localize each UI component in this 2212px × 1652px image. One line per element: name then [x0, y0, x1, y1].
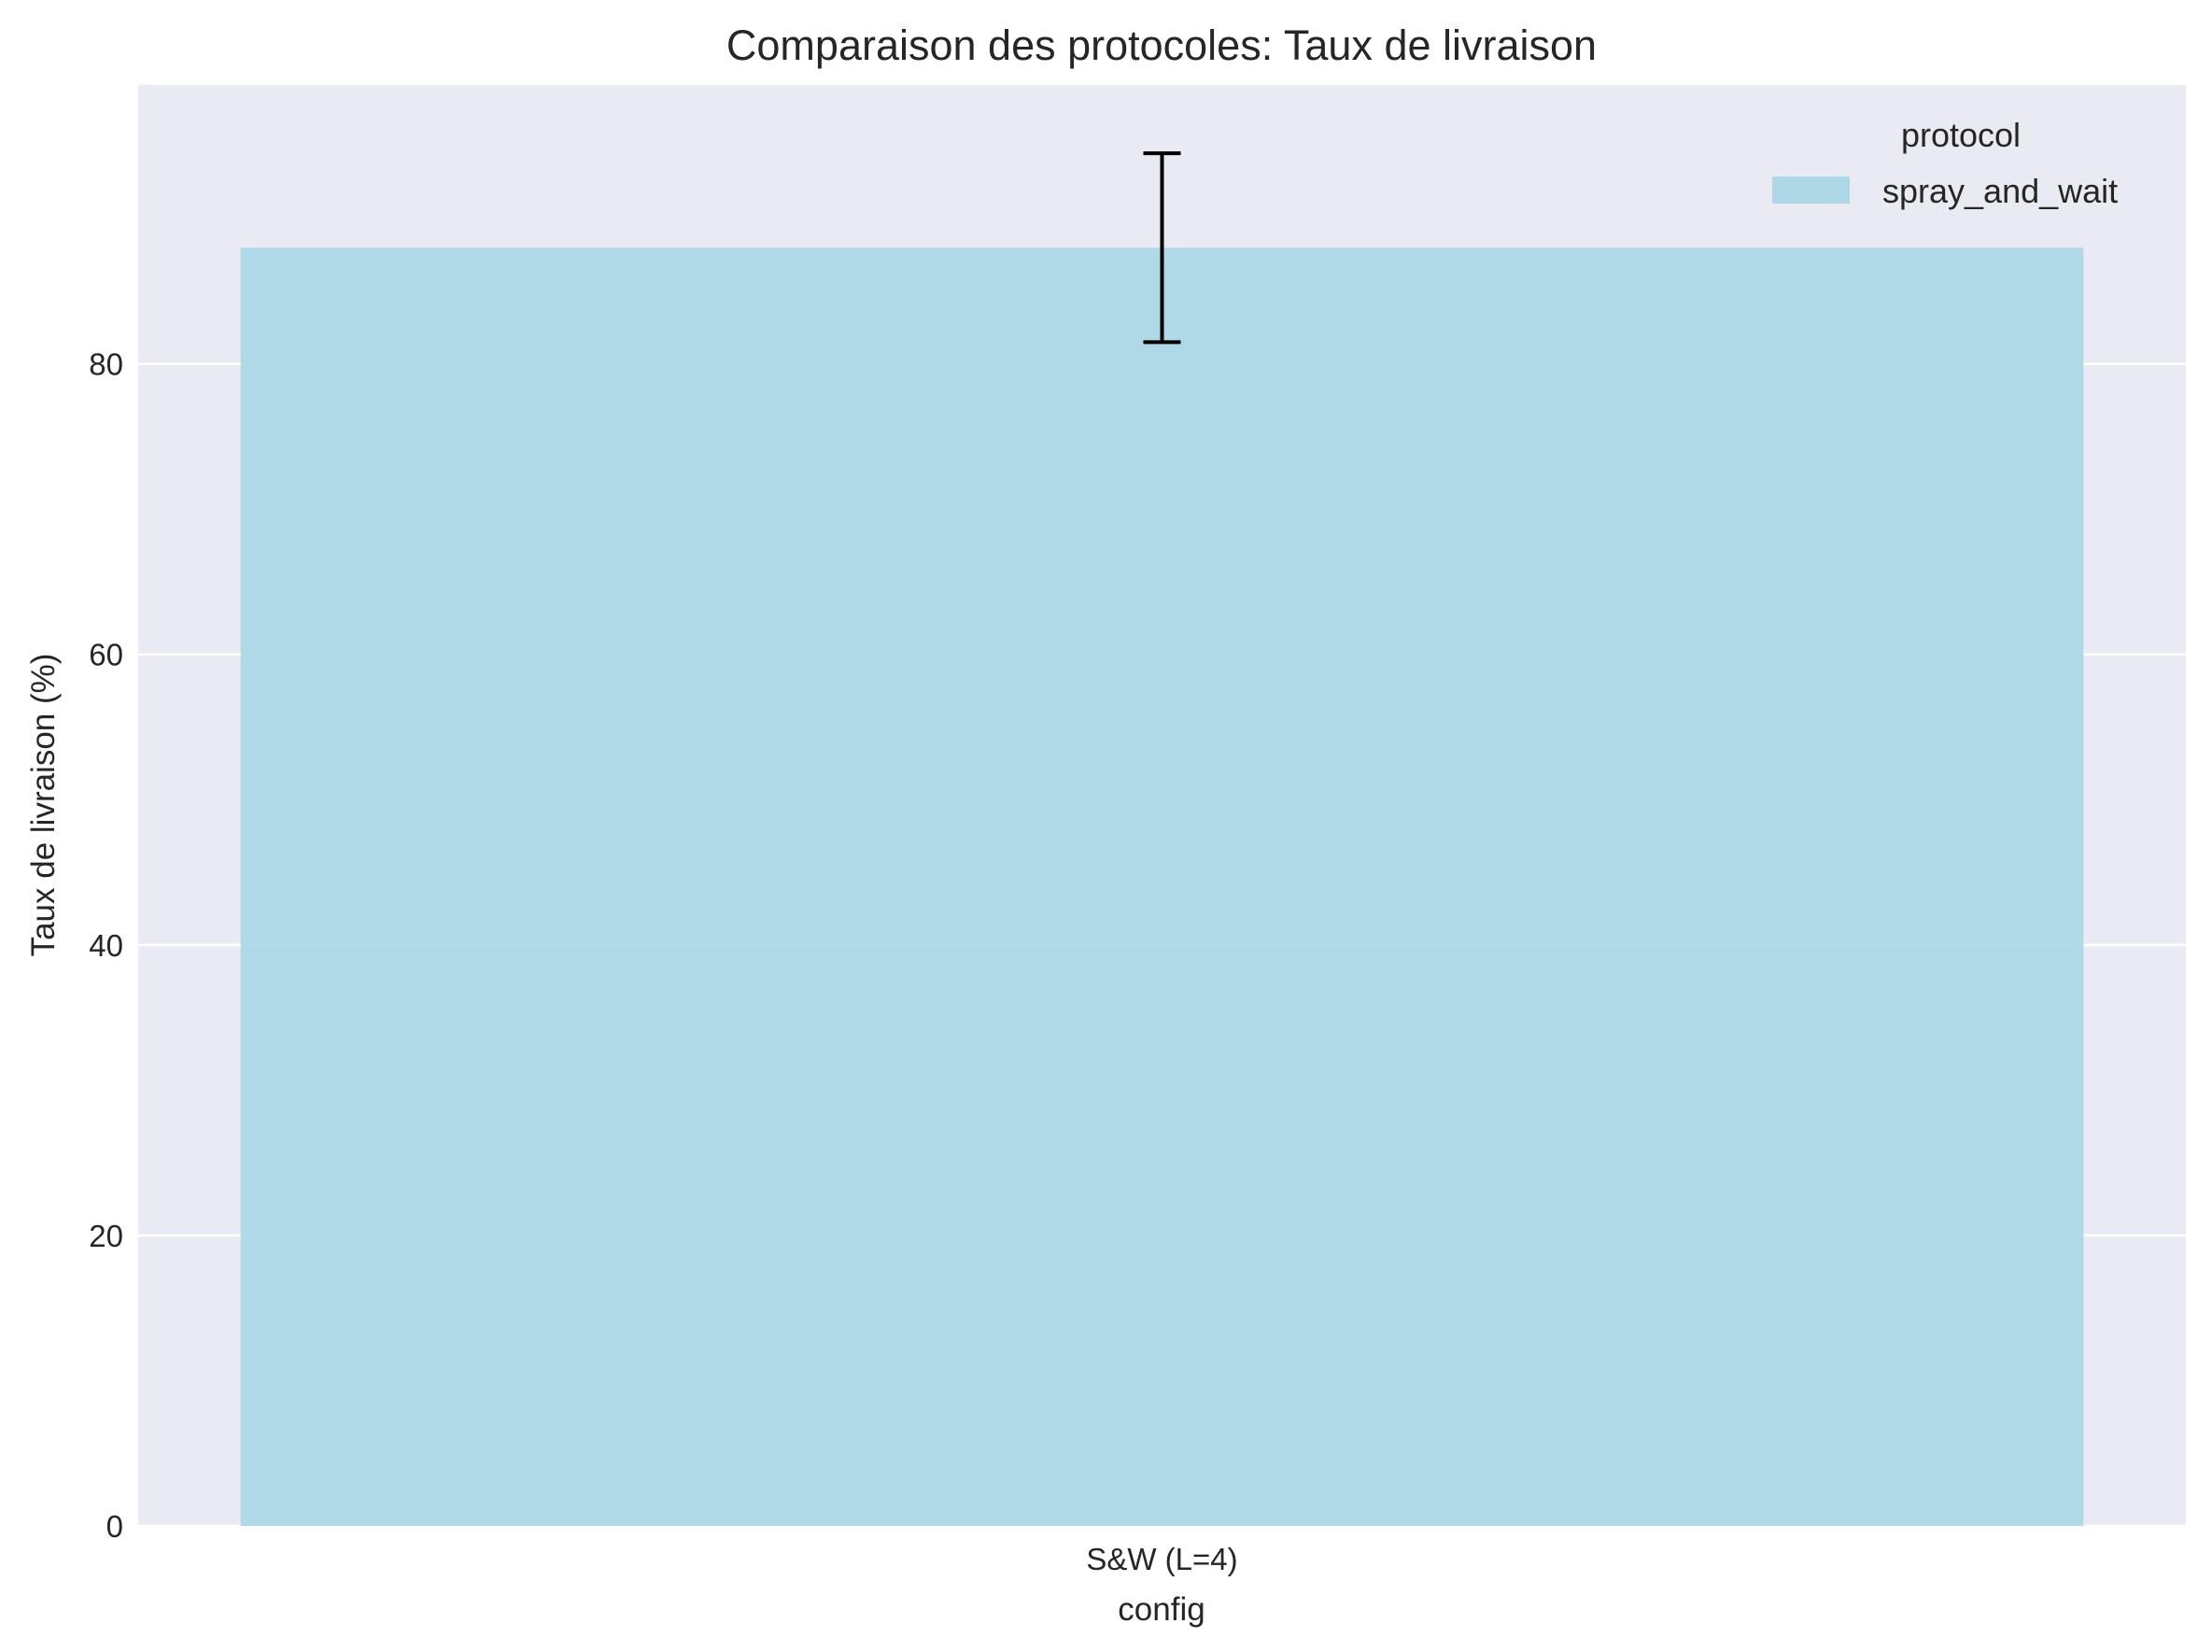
x-axis-title: config [1118, 1591, 1205, 1628]
y-tick-label: 40 [89, 928, 123, 963]
error-bars [1143, 151, 1181, 345]
legend-title: protocol [1901, 116, 2021, 154]
bar [240, 247, 2084, 1526]
y-axis-title: Taux de livraison (%) [25, 654, 62, 957]
chart-title: Comparaison des protocoles: Taux de livr… [726, 21, 1597, 69]
y-tick-label: 80 [89, 347, 123, 382]
legend: protocol spray_and_wait [1772, 116, 2118, 210]
x-tick-labels: S&W (L=4) [1086, 1542, 1237, 1576]
legend-label: spray_and_wait [1882, 172, 2118, 210]
y-tick-labels: 0 20 40 60 80 [89, 347, 123, 1544]
legend-swatch [1772, 176, 1850, 204]
y-tick-label: 60 [89, 638, 123, 672]
y-tick-label: 20 [89, 1219, 123, 1253]
bars [240, 247, 2084, 1526]
x-tick-label: S&W (L=4) [1086, 1542, 1237, 1576]
y-tick-label: 0 [106, 1509, 123, 1544]
